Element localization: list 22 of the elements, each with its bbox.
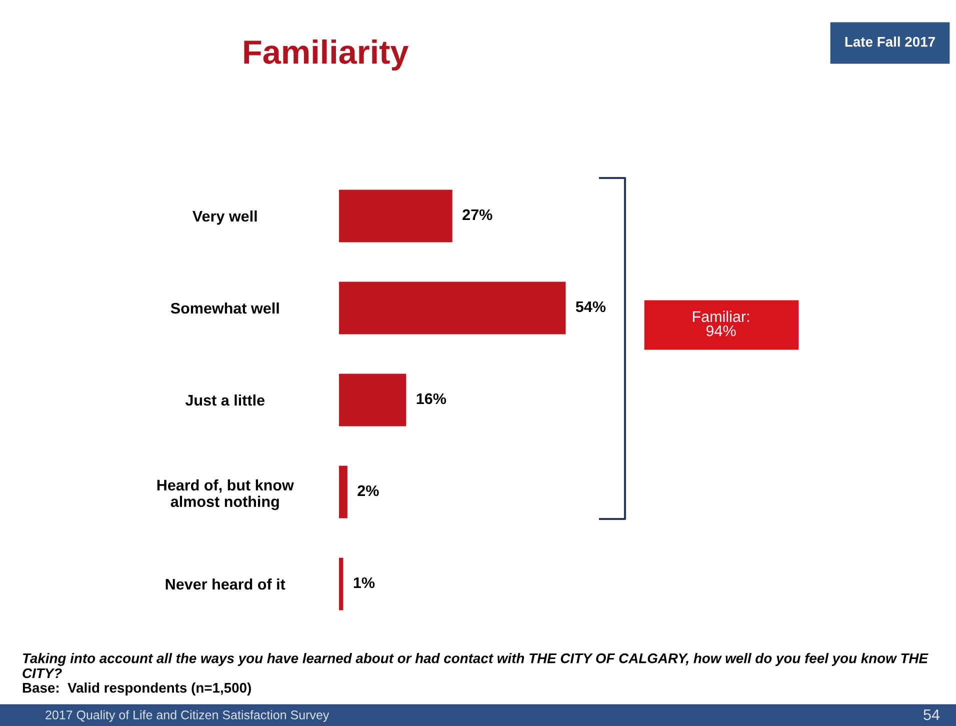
bar bbox=[339, 558, 344, 610]
text: 2017 Quality of Life and Citizen Satisfaction Survey bbox=[46, 710, 330, 722]
data-label: 2% bbox=[358, 485, 379, 496]
text: Familiar: 94% bbox=[692, 310, 749, 336]
chart-title: Familiarity bbox=[244, 39, 409, 71]
text: Late Fall 2017 bbox=[845, 36, 935, 47]
y-tick-label: Very well bbox=[192, 210, 257, 225]
y-tick-label: Never heard of it bbox=[166, 578, 286, 590]
text: 54 bbox=[924, 709, 940, 720]
text: Taking into account all the ways you have learned about or had contact with THE CITY OF CALGARY, how well do you feel you know THE CITY? bbox=[22, 653, 928, 678]
bar bbox=[339, 282, 566, 334]
data-label: 1% bbox=[354, 577, 375, 588]
data-label: 27% bbox=[462, 209, 492, 220]
y-tick-label: Heard of, but know almost nothing bbox=[157, 479, 294, 510]
data-label: 54% bbox=[576, 301, 606, 312]
text: Base: Valid respondents (n=1,500) bbox=[22, 682, 251, 696]
bar bbox=[339, 374, 406, 426]
y-tick-label: Just a little bbox=[185, 394, 264, 406]
bar bbox=[339, 190, 452, 242]
y-tick-label: Somewhat well bbox=[170, 302, 279, 314]
data-label: 16% bbox=[416, 393, 446, 404]
bar bbox=[339, 466, 348, 518]
